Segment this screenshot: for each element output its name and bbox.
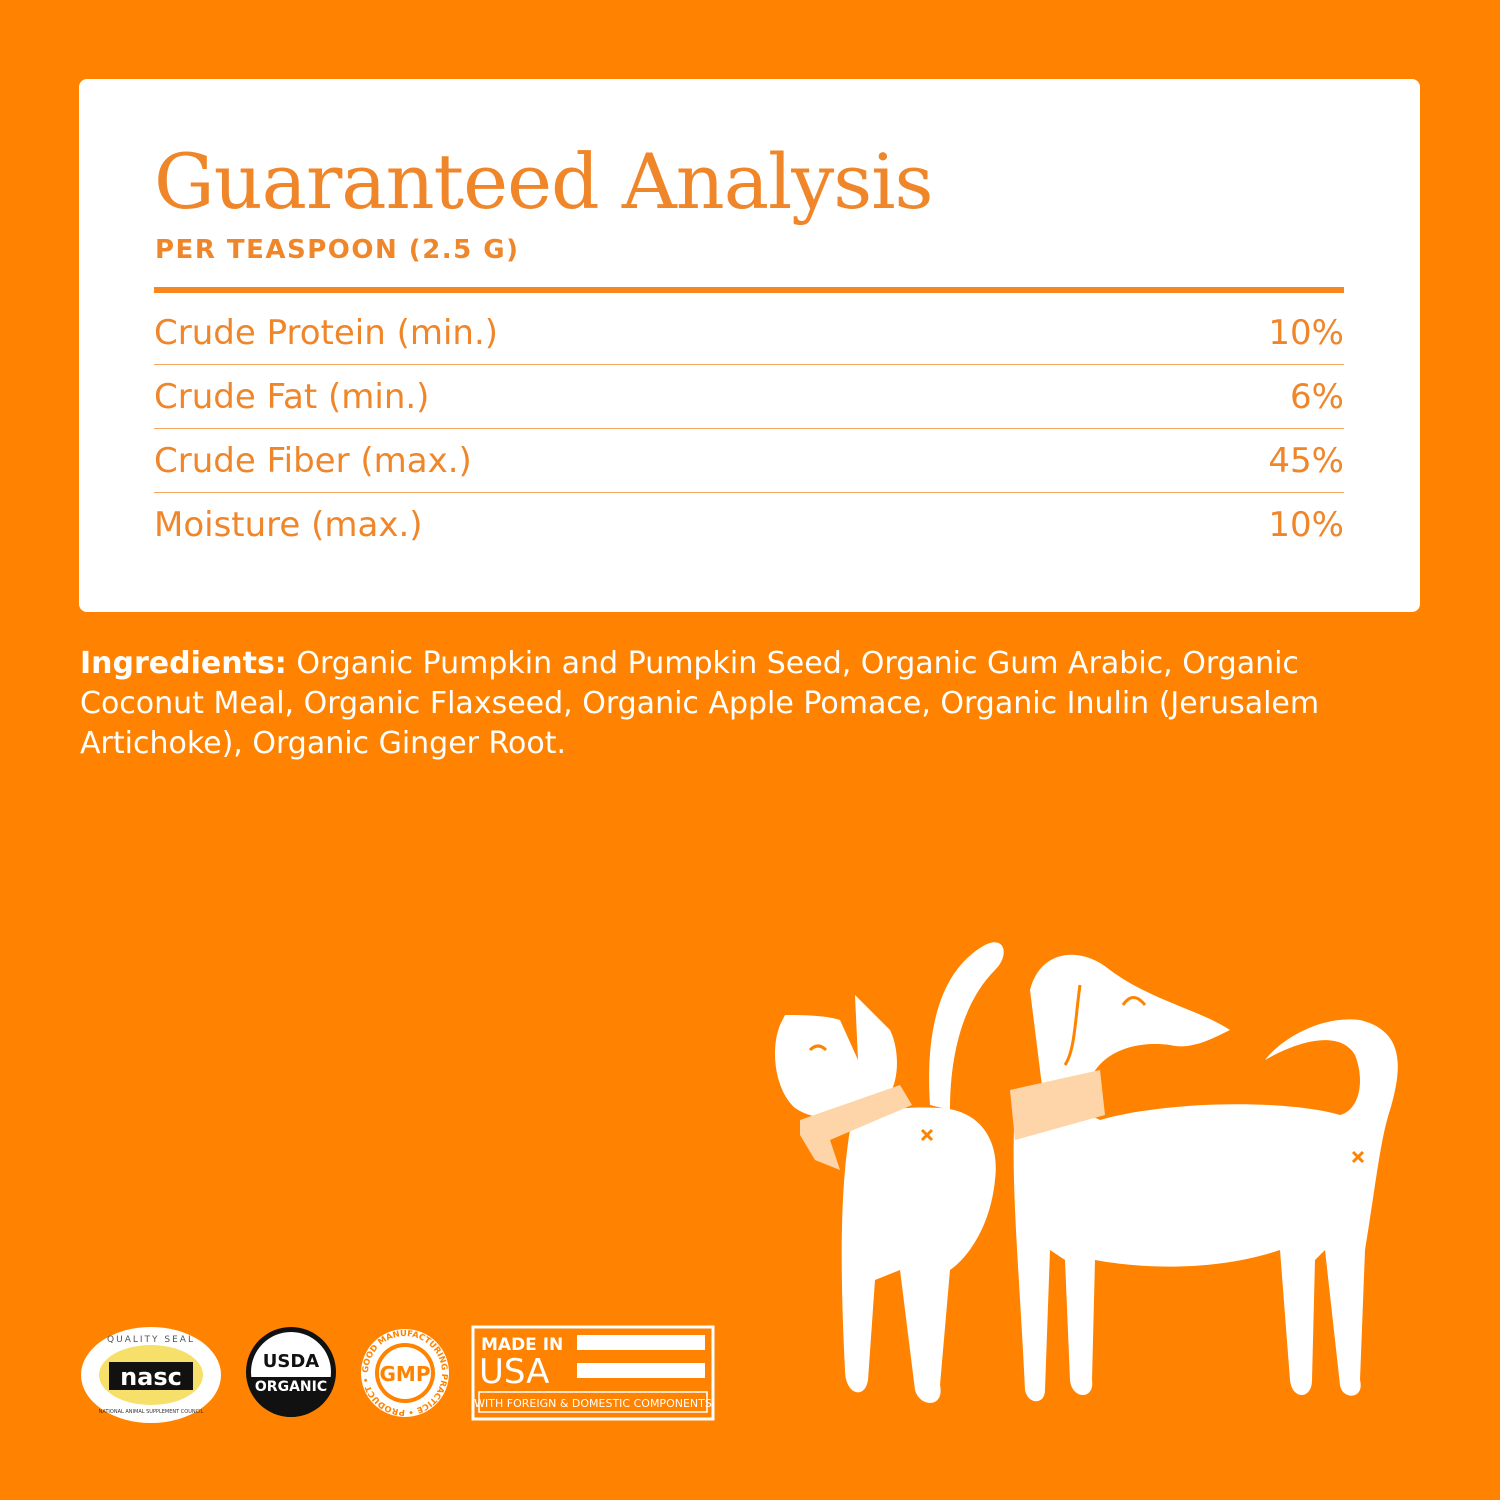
row-label: Crude Fiber (max.) [154, 440, 472, 481]
guaranteed-analysis-card: Guaranteed Analysis PER TEASPOON (2.5 G)… [79, 79, 1420, 612]
table-row: Moisture (max.) 10% [154, 493, 1344, 556]
row-value: 10% [1268, 504, 1344, 545]
divider [154, 287, 1344, 293]
card-title: Guaranteed Analysis [154, 137, 934, 226]
usa-text: USA [479, 1352, 549, 1392]
row-value: 10% [1268, 312, 1344, 353]
table-row: Crude Fat (min.) 6% [154, 365, 1344, 429]
nasc-quality-seal: nasc QUALITY SEAL NATIONAL ANIMAL SUPPLE… [79, 1325, 224, 1429]
row-label: Crude Fat (min.) [154, 376, 430, 417]
analysis-table: Crude Protein (min.) 10% Crude Fat (min.)… [154, 301, 1344, 556]
cat-dog-illustration [700, 930, 1420, 1434]
serving-size: PER TEASPOON (2.5 G) [155, 235, 520, 265]
table-row: Crude Fiber (max.) 45% [154, 429, 1344, 493]
row-value: 6% [1290, 376, 1344, 417]
row-value: 45% [1268, 440, 1344, 481]
row-label: Crude Protein (min.) [154, 312, 499, 353]
ingredients-text: Organic Pumpkin and Pumpkin Seed, Organi… [80, 646, 1320, 761]
cat-illustration [775, 942, 1004, 1403]
organic-text: ORGANIC [255, 1379, 327, 1395]
cat-scarf [800, 1085, 912, 1170]
table-row: Crude Protein (min.) 10% [154, 301, 1344, 365]
usda-organic-seal: USDA ORGANIC [244, 1325, 339, 1424]
made-in-text: MADE IN [481, 1335, 563, 1355]
nasc-main-text: nasc [120, 1363, 182, 1391]
dog-scarf [1010, 1070, 1105, 1140]
nasc-top-text: QUALITY SEAL [107, 1335, 195, 1345]
components-text: WITH FOREIGN & DOMESTIC COMPONENTS [474, 1397, 712, 1410]
ingredients: Ingredients: Organic Pumpkin and Pumpkin… [80, 644, 1430, 764]
dog-illustration [1013, 954, 1398, 1402]
ingredients-label: Ingredients: [80, 646, 287, 681]
nasc-bottom-text: NATIONAL ANIMAL SUPPLEMENT COUNCIL [99, 1409, 204, 1415]
gmp-main-text: GMP [380, 1362, 431, 1386]
usda-text: USDA [263, 1351, 320, 1372]
made-in-usa-badge: MADE IN USA WITH FOREIGN & DOMESTIC COMP… [471, 1325, 715, 1425]
gmp-seal: GOOD MANUFACTURING PRACTICE • PRODUCT • … [359, 1327, 451, 1423]
row-label: Moisture (max.) [154, 504, 423, 545]
